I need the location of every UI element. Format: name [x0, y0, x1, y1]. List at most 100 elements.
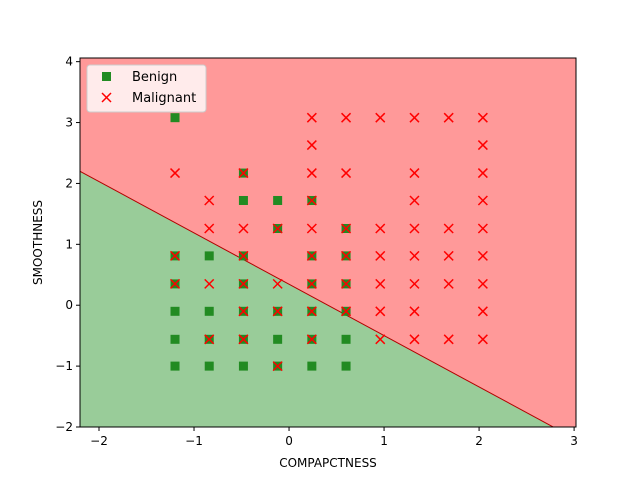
x-tick-label: 3 — [570, 434, 578, 448]
malignant-point — [341, 250, 352, 261]
legend-box — [86, 64, 207, 113]
malignant-point — [477, 112, 488, 123]
plot-area — [80, 58, 576, 427]
x-axis-label: COMPAPCTNESS — [279, 456, 377, 470]
y-tick-label: 1 — [65, 237, 73, 251]
y-tick-label: −1 — [55, 359, 73, 373]
y-axis-ticks: −2 −1 0 1 2 3 4 — [55, 55, 80, 434]
y-tick-label: 0 — [65, 298, 73, 312]
malignant-point — [272, 361, 283, 372]
decision-boundary-line — [80, 170, 555, 427]
malignant-point — [204, 223, 215, 234]
legend-malignant-marker — [101, 92, 112, 103]
malignant-point — [238, 250, 249, 261]
benign-point — [170, 361, 180, 371]
benign-point — [307, 361, 317, 371]
malignant-point — [306, 195, 317, 206]
malignant-point — [238, 306, 249, 317]
malignant-point — [341, 168, 352, 179]
malignant-point — [409, 195, 420, 206]
malignant-point — [204, 278, 215, 289]
legend: Benign Malignant — [86, 64, 207, 113]
x-tick-label: −2 — [90, 434, 108, 448]
malignant-point — [477, 278, 488, 289]
malignant-point — [375, 250, 386, 261]
malignant-point — [375, 112, 386, 123]
malignant-point — [238, 168, 249, 179]
y-axis-label: SMOOTHNESS — [31, 200, 45, 285]
malignant-point — [306, 223, 317, 234]
malignant-point — [204, 334, 215, 345]
benign-point — [204, 306, 214, 316]
malignant-point — [443, 334, 454, 345]
benign-point — [341, 361, 351, 371]
plot-frame — [79, 57, 577, 428]
malignant-point — [306, 250, 317, 261]
malignant-point — [238, 334, 249, 345]
x-tick-label: −1 — [185, 434, 203, 448]
x-tick-label: 2 — [475, 434, 483, 448]
malignant-point — [443, 223, 454, 234]
legend-malignant-label: Malignant — [132, 91, 196, 106]
legend-benign-label: Benign — [132, 70, 177, 85]
benign-region — [80, 171, 576, 427]
benign-point — [170, 113, 180, 123]
malignant-point — [409, 168, 420, 179]
malignant-point — [477, 306, 488, 317]
malignant-point — [341, 112, 352, 123]
malignant-point — [409, 278, 420, 289]
y-tick-label: 2 — [65, 176, 73, 190]
malignant-point — [341, 306, 352, 317]
malignant-point — [306, 112, 317, 123]
malignant-point — [238, 223, 249, 234]
malignant-point — [477, 223, 488, 234]
malignant-point — [204, 195, 215, 206]
malignant-point — [375, 278, 386, 289]
benign-point — [273, 334, 283, 344]
malignant-point — [477, 334, 488, 345]
malignant-point — [409, 334, 420, 345]
benign-point — [204, 251, 214, 261]
malignant-point — [306, 306, 317, 317]
malignant-point — [409, 223, 420, 234]
malignant-point — [306, 278, 317, 289]
benign-point — [238, 361, 248, 371]
x-axis-ticks: −2 −1 0 1 2 3 — [90, 427, 578, 448]
malignant-point — [477, 140, 488, 151]
y-tick-label: 4 — [65, 55, 73, 69]
x-tick-label: 0 — [285, 434, 293, 448]
y-tick-label: −2 — [55, 420, 73, 434]
malignant-point — [306, 140, 317, 151]
benign-point — [170, 334, 180, 344]
malignant-point — [409, 306, 420, 317]
malignant-point — [169, 278, 181, 289]
y-tick-label: 3 — [65, 116, 73, 130]
benign-point — [170, 306, 180, 316]
benign-point — [273, 195, 283, 205]
malignant-point — [375, 223, 386, 234]
malignant-point — [272, 223, 283, 234]
malignant-point — [375, 306, 386, 317]
malignant-points — [169, 112, 488, 372]
x-tick-label: 1 — [380, 434, 388, 448]
malignant-point — [272, 306, 283, 317]
malignant-point — [341, 223, 352, 234]
malignant-point — [306, 168, 317, 179]
malignant-point — [443, 250, 454, 261]
legend-benign-marker — [102, 72, 111, 81]
malignant-point — [443, 278, 454, 289]
malignant-point — [409, 250, 420, 261]
malignant-point — [477, 168, 488, 179]
malignant-point — [272, 278, 283, 289]
malignant-point — [477, 195, 488, 206]
malignant-point — [341, 278, 352, 289]
malignant-point — [306, 334, 317, 345]
malignant-point — [375, 334, 386, 345]
malignant-point — [409, 112, 420, 123]
benign-point — [341, 334, 351, 344]
malignant-point — [443, 112, 454, 123]
malignant-point — [477, 250, 488, 261]
benign-point — [204, 361, 214, 371]
malignant-point — [238, 278, 249, 289]
